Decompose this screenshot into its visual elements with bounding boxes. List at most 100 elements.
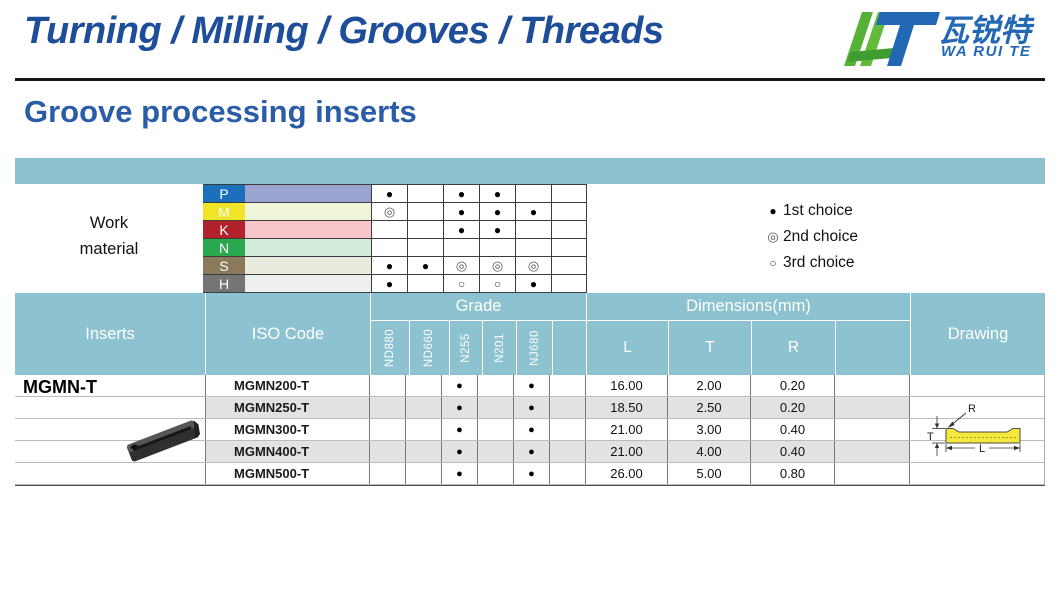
drawing-column-cell [910, 397, 1045, 418]
choice-cell [551, 203, 587, 220]
choice-cell [407, 203, 443, 220]
table-bottom-border [15, 485, 1045, 486]
choice-cell [407, 275, 443, 292]
grade-column-header: ND660 [410, 321, 449, 375]
header-inserts: Inserts [15, 293, 205, 375]
choice-cell: ◎ [443, 257, 479, 274]
choice-cell [551, 221, 587, 238]
choice-legend: ● 1st choice ◎ 2nd choice ○ 3rd choice [763, 198, 858, 276]
legend-label: 3rd choice [783, 254, 855, 271]
drawing-t-label: T [927, 431, 934, 443]
choice-1-symbol: ● [385, 258, 394, 273]
choice-cell: ◎ [515, 257, 551, 274]
drawing-l-label: L [979, 443, 985, 455]
dimension-cell: 0.40 [751, 441, 835, 462]
work-material-matrix: P ● ● ● M ◎ ● ● ● K ● ● N S ● ● ◎ ◎ ◎ H ● ○ ○ ● [203, 184, 587, 293]
grade-choice-cell [406, 419, 442, 440]
grade-choice-cell: ● [514, 419, 550, 440]
dim-column-header: T [669, 321, 751, 375]
iso-code-cell: MGMN250-T [205, 397, 370, 418]
dimension-cell: 0.40 [751, 419, 835, 440]
choice-1-symbol: ● [385, 276, 394, 291]
choice-cell [479, 239, 515, 256]
grade-name: NJ680 [528, 330, 541, 366]
choice-1-symbol: ● [529, 276, 538, 291]
choice-1-symbol: ● [529, 204, 538, 219]
choice-1-symbol: ● [493, 204, 502, 219]
choice-2-symbol: ◎ [767, 229, 779, 244]
choice-cell: ● [479, 221, 515, 238]
grade-choice-cell: ● [442, 441, 478, 462]
insert-series-label: MGMN-T [23, 377, 97, 397]
work-material-row-h: H ● ○ ○ ● [203, 275, 587, 293]
choice-cell [407, 239, 443, 256]
choice-1-symbol: ● [493, 222, 502, 237]
table-top-band [15, 158, 1045, 184]
dimension-cell: 2.00 [668, 375, 751, 396]
choice-cell: ● [479, 185, 515, 202]
table-body: MGMN200-T ● ● 16.00 2.00 0.20 MGMN250-T ● ● 18.50… [15, 375, 1045, 485]
choice-cell: ● [443, 221, 479, 238]
dimension-cell: 2.50 [668, 397, 751, 418]
grade-choice-cell [478, 419, 514, 440]
choice-cell: ○ [479, 275, 515, 292]
choice-cell: ○ [443, 275, 479, 292]
work-material-row-s: S ● ● ◎ ◎ ◎ [203, 257, 587, 275]
iso-code-cell: MGMN300-T [205, 419, 370, 440]
choice-cell [551, 257, 587, 274]
brand-logo-icon [844, 12, 940, 66]
choice-cell: ● [371, 257, 407, 274]
drawing-column-cell [910, 375, 1045, 396]
nav-banner-title: Turning / Milling / Grooves / Threads [24, 10, 664, 52]
dimension-cell: 5.00 [668, 463, 751, 484]
choice-cell [551, 239, 587, 256]
choice-cell: ● [479, 203, 515, 220]
choice-1-symbol: ● [769, 204, 777, 218]
grade-choice-cell [370, 375, 406, 396]
material-color-bar [245, 185, 371, 202]
grade-column-header: NJ680 [516, 321, 553, 375]
choice-cell: ● [407, 257, 443, 274]
choice-cell [515, 239, 551, 256]
grade-column-header [553, 321, 587, 375]
grade-choice-cell [550, 419, 586, 440]
choice-cell [407, 221, 443, 238]
grade-choice-cell [478, 441, 514, 462]
choice-cell [515, 185, 551, 202]
grade-choice-cell: ● [442, 397, 478, 418]
choice-cell: ● [443, 185, 479, 202]
work-material-row-p: P ● ● ● [203, 185, 587, 203]
header-grade: Grade [371, 293, 586, 320]
choice-cell: ● [515, 203, 551, 220]
grade-choice-cell: ● [514, 463, 550, 484]
grade-column-header: N201 [483, 321, 516, 375]
grade-name: ND660 [423, 328, 436, 368]
material-badge-s: S [203, 257, 245, 274]
header-dimensions: Dimensions(mm) [587, 293, 910, 320]
material-badge-n: N [203, 239, 245, 256]
choice-cell: ● [443, 203, 479, 220]
brand-name-chinese: 瓦锐特 [938, 13, 1031, 48]
table-row: MGMN200-T ● ● 16.00 2.00 0.20 [15, 375, 1045, 397]
work-material-label-line1: Work [89, 214, 129, 232]
choice-1-symbol: ● [421, 258, 430, 273]
table-header: Inserts ISO Code Grade ND880 ND660 N255 N20… [15, 293, 1045, 375]
drawing-r-label: R [968, 403, 976, 415]
choice-2-symbol: ◎ [455, 257, 468, 273]
choice-cell [551, 185, 587, 202]
grade-choice-cell [478, 375, 514, 396]
table-row: MGMN500-T ● ● 26.00 5.00 0.80 [15, 463, 1045, 485]
grade-choice-cell [406, 441, 442, 462]
inserts-column-cell [15, 375, 205, 396]
grade-choice-cell [370, 419, 406, 440]
drawing-column-cell [910, 463, 1045, 484]
material-badge-k: K [203, 221, 245, 238]
choice-cell: ● [371, 275, 407, 292]
choice-cell [407, 185, 443, 202]
material-color-bar [245, 239, 371, 256]
dimension-cell [835, 441, 910, 462]
work-material-row-n: N [203, 239, 587, 257]
dimension-cell: 3.00 [668, 419, 751, 440]
